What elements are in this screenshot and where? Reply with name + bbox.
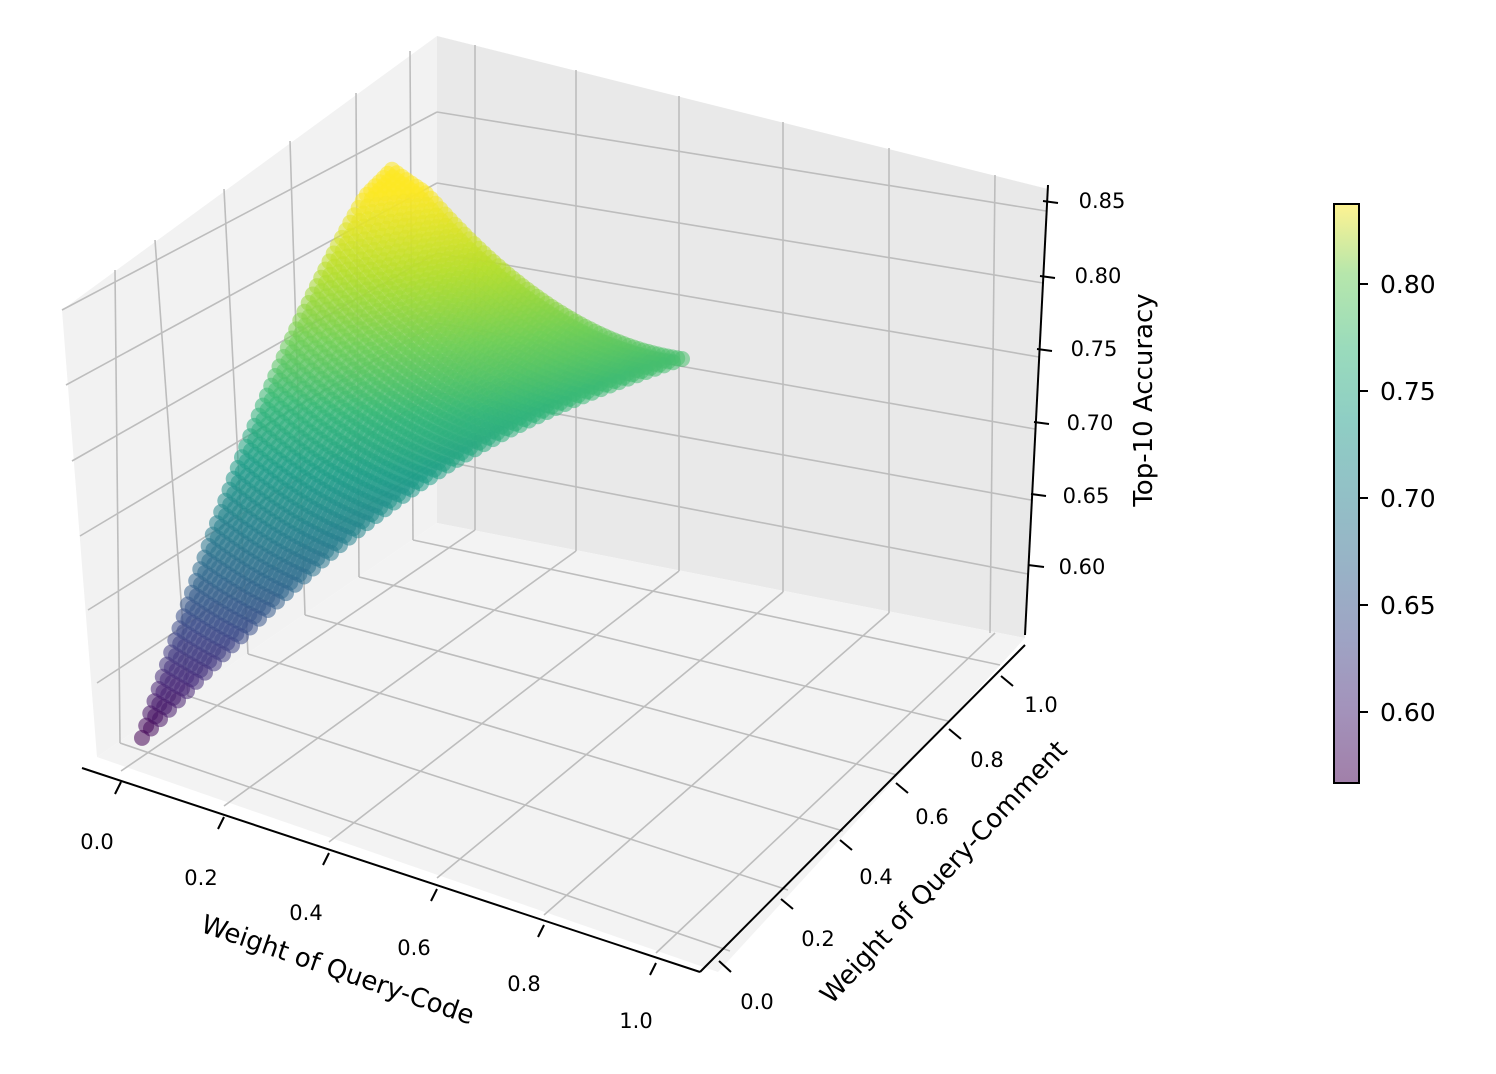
y-tick-mark-3 xyxy=(895,782,909,794)
pane-left-wall xyxy=(62,36,437,757)
colorbar-tick-1: 0.65 xyxy=(1380,591,1436,620)
z-axis-label: Top-10 Accuracy xyxy=(1129,293,1159,507)
z-axis-line xyxy=(1024,184,1049,636)
y-axis-line xyxy=(699,644,1026,973)
grid-back-v-5 xyxy=(989,174,996,634)
z-tick-mark-1 xyxy=(1030,493,1047,497)
grid-floor-x-3 xyxy=(436,591,784,879)
x-tick-5: 1.0 xyxy=(619,1009,652,1033)
z-tick-1: 0.65 xyxy=(1063,484,1110,508)
y-tick-2: 0.4 xyxy=(859,865,892,889)
y-tick-mark-0 xyxy=(718,960,732,973)
x-tick-mark-0 xyxy=(114,781,122,795)
grid-back-h-4 xyxy=(436,182,1044,284)
grid-floor-x-0 xyxy=(120,529,476,772)
grid-floor-y-2 xyxy=(247,653,844,832)
y-tick-3: 0.6 xyxy=(915,805,948,829)
grid-floor-x-5 xyxy=(655,632,996,954)
scatter-point xyxy=(674,351,690,367)
colorbar: 0.60 0.65 0.70 0.75 0.80 xyxy=(1333,203,1436,784)
y-tick-mark-1 xyxy=(780,898,794,910)
y-tick-labels: 0.0 0.2 0.4 0.6 0.8 1.0 xyxy=(740,693,1057,1014)
x-tick-labels: 0.0 0.2 0.4 0.6 0.8 1.0 xyxy=(80,830,652,1033)
y-tick-0: 0.0 xyxy=(740,990,773,1014)
y-tick-mark-5 xyxy=(1000,675,1014,687)
grid-floor-x-1 xyxy=(223,550,577,807)
axes-lines xyxy=(81,184,1059,976)
y-tick-5: 1.0 xyxy=(1024,693,1057,717)
grid-floor-x-4 xyxy=(543,612,890,916)
z-tick-5: 0.85 xyxy=(1079,189,1126,213)
grid-floor-y-1 xyxy=(187,695,789,891)
z-tick-4: 0.80 xyxy=(1075,264,1122,288)
colorbar-tick-0: 0.60 xyxy=(1380,698,1436,727)
y-tick-1: 0.2 xyxy=(801,927,834,951)
grid-floor-y-0 xyxy=(119,742,731,952)
x-tick-2: 0.4 xyxy=(289,901,322,925)
x-tick-mark-4 xyxy=(537,924,545,938)
z-tick-mark-3 xyxy=(1036,348,1053,352)
y-tick-mark-4 xyxy=(948,728,962,740)
z-tick-mark-0 xyxy=(1027,564,1045,568)
x-tick-mark-5 xyxy=(649,962,657,976)
x-tick-mark-1 xyxy=(217,816,225,830)
y-tick-4: 0.8 xyxy=(970,748,1003,772)
x-tick-1: 0.2 xyxy=(184,866,217,890)
colorbar-tick-2: 0.70 xyxy=(1380,484,1436,513)
x-tick-0: 0.0 xyxy=(80,830,113,854)
colorbar-ticks xyxy=(1359,283,1368,713)
colorbar-tick-3: 0.75 xyxy=(1380,377,1436,406)
x-tick-mark-3 xyxy=(430,888,438,902)
grid-floor-y-3 xyxy=(304,614,898,776)
grid-back-h-0 xyxy=(436,459,1029,575)
scatter-points xyxy=(134,161,690,746)
z-tick-mark-4 xyxy=(1039,275,1056,279)
x-axis-label: Weight of Query-Code xyxy=(197,910,478,1032)
grid-floor-y-4 xyxy=(358,576,949,722)
z-tick-labels: 0.60 0.65 0.70 0.75 0.80 0.85 xyxy=(1059,189,1126,579)
y-tick-mark-2 xyxy=(839,839,853,851)
grid-floor-y-5 xyxy=(412,539,1001,666)
grid-floor-x-2 xyxy=(328,570,680,843)
z-tick-mark-5 xyxy=(1042,200,1059,204)
z-tick-0: 0.60 xyxy=(1059,555,1106,579)
grid-back-h-5 xyxy=(436,111,1047,212)
grid-back-h-3 xyxy=(436,252,1040,358)
x-tick-4: 0.8 xyxy=(507,972,540,996)
colorbar-gradient xyxy=(1333,203,1360,784)
z-axis: 0.60 0.65 0.70 0.75 0.80 0.85 Top-10 Acc… xyxy=(1059,189,1159,579)
z-tick-mark-2 xyxy=(1033,421,1050,425)
x-axis-line xyxy=(81,767,701,973)
grid-left-h-5 xyxy=(61,111,438,311)
z-tick-3: 0.75 xyxy=(1071,337,1118,361)
colorbar-tick-4: 0.80 xyxy=(1380,270,1436,299)
x-tick-3: 0.6 xyxy=(397,936,430,960)
x-tick-mark-2 xyxy=(322,852,330,866)
grid-left-v-0 xyxy=(114,269,121,744)
z-tick-2: 0.70 xyxy=(1067,411,1114,435)
